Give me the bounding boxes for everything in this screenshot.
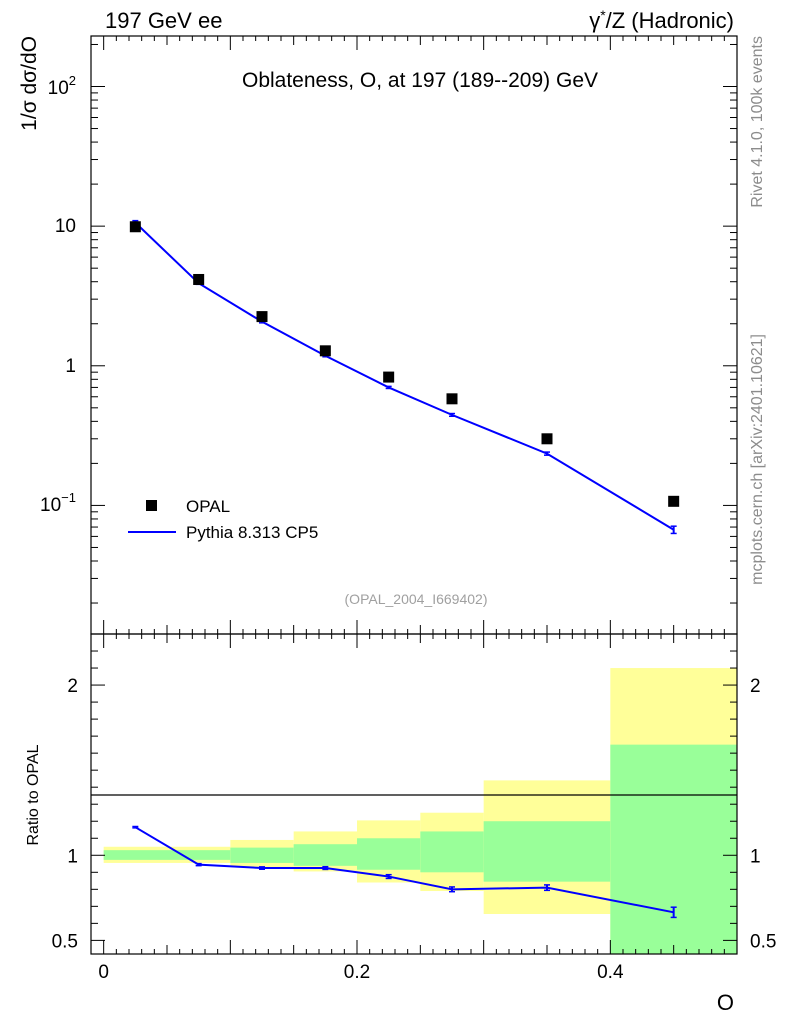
y-tick-label-1: 1 [65, 356, 76, 377]
opal-data-point [668, 495, 680, 507]
stat-uncertainty-band [230, 847, 294, 863]
ratio-y-axis-label: Ratio to OPAL [25, 744, 42, 845]
uncertainty-bands [103, 668, 737, 954]
ratio-y-tick-label-right: 2 [750, 676, 761, 697]
plot-title: Oblateness, O, at 197 (189--209) GeV [242, 69, 598, 92]
y-tick-label-100: 102 [48, 73, 76, 99]
main-y-axis-label: 1/σ dσ/dO [18, 36, 41, 131]
opal-data-point [129, 221, 141, 233]
main-axis-ticks [91, 36, 738, 634]
y-tick-label-10: 10 [55, 216, 76, 237]
header-star: * [600, 7, 606, 23]
opal-data-point [383, 371, 395, 383]
header-energy-label: 197 GeV ee [105, 8, 222, 33]
stat-uncertainty-band [293, 844, 357, 866]
main-series [129, 219, 680, 535]
ratio-y-tick-label-right: 0.5 [750, 931, 776, 952]
x-tick-label: 0.4 [597, 962, 624, 983]
ratio-tick-labels: 0.5 0.5 1 1 2 2 0 0.2 0.4 [52, 676, 777, 983]
ratio-y-tick-label-right: 1 [750, 846, 761, 867]
opal-data-point [541, 433, 553, 445]
main-panel-frame [90, 35, 738, 635]
legend-marker-opal [146, 500, 157, 511]
y-tick-label-0.1: 10−1 [40, 490, 76, 516]
stat-uncertainty-band [610, 744, 737, 954]
reference-analysis-label: (OPAL_2004_I669402) [345, 591, 488, 607]
header-process-label: γ*/Z (Hadronic) [589, 7, 734, 33]
ratio-line [134, 826, 674, 914]
opal-data-point [256, 311, 268, 323]
stat-uncertainty-band [167, 850, 231, 860]
x-tick-label: 0.2 [344, 962, 370, 983]
stat-uncertainty-band [357, 838, 421, 870]
opal-data-point [446, 393, 458, 405]
ratio-y-tick-label-left: 2 [67, 676, 78, 697]
ratio-panel-frame [90, 633, 738, 955]
pythia-line [134, 221, 675, 531]
ratio-y-tick-label-left: 0.5 [52, 931, 78, 952]
header-gamma: γ [589, 8, 600, 33]
rivet-version-label: Rivet 4.1.0, 100k events [749, 36, 766, 208]
legend-label-opal: OPAL [186, 497, 230, 516]
stat-uncertainty-band [483, 821, 611, 882]
ratio-axis-ticks [91, 634, 738, 954]
ratio-panel: Ratio to OPAL O 0.5 0.5 1 1 2 2 0 0.2 0.4 [25, 633, 777, 1015]
x-axis-label: O [717, 990, 734, 1015]
stat-uncertainty-band [103, 850, 167, 860]
ratio-y-tick-label-left: 1 [67, 846, 78, 867]
main-panel: Oblateness, O, at 197 (189--209) GeV 1/σ… [18, 35, 738, 635]
header-process-rest: /Z (Hadronic) [606, 8, 734, 33]
stat-uncertainty-band [420, 831, 484, 873]
x-tick-label: 0 [98, 962, 109, 983]
ratio-series [132, 825, 677, 919]
legend: OPAL Pythia 8.313 CP5 [128, 497, 318, 542]
opal-data-point [319, 345, 331, 357]
mcplots-label: mcplots.cern.ch [arXiv:2401.10621] [749, 334, 766, 585]
legend-label-pythia: Pythia 8.313 CP5 [186, 523, 318, 542]
opal-data-point [193, 273, 205, 285]
